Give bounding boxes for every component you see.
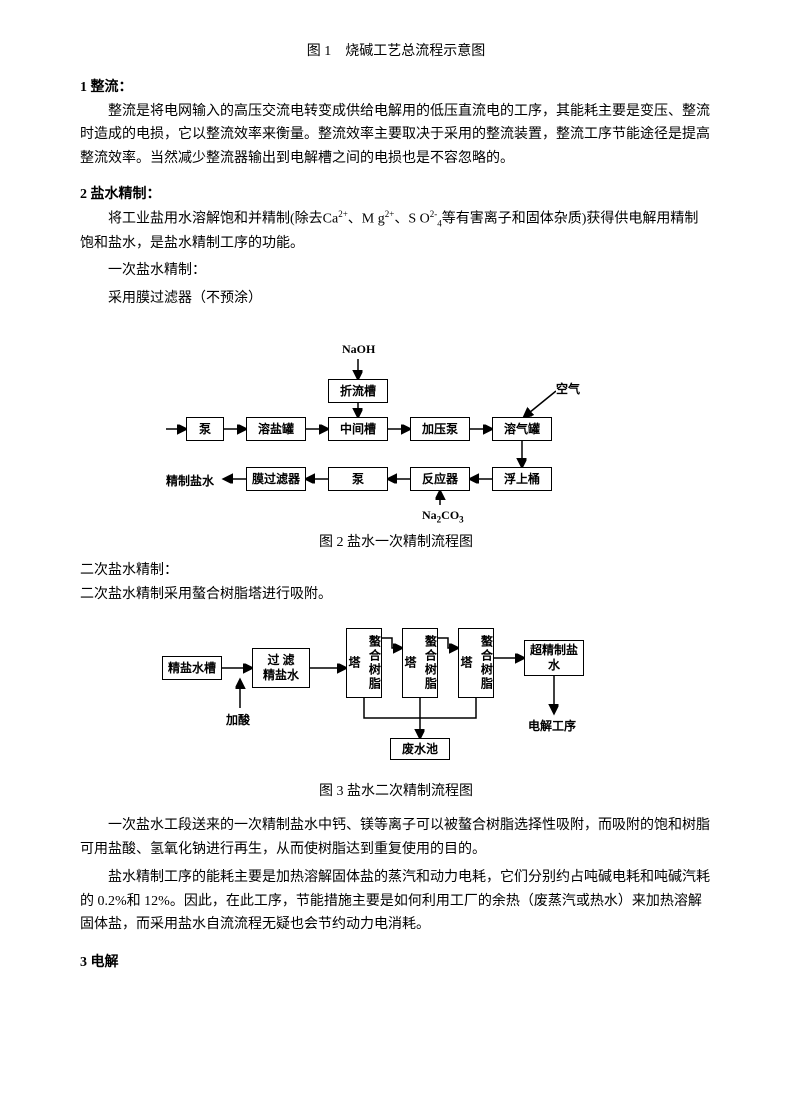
section2b-para2: 二次盐水精制采用螯合树脂塔进行吸附。	[80, 583, 712, 607]
figure3-flowchart: 精盐水槽 过 滤 精盐水 螯合树脂塔 螯合树脂塔 螯合树脂塔 超精制盐 水 废水…	[156, 618, 636, 768]
section2b-para1: 二次盐水精制：	[80, 559, 712, 583]
section2-para1: 将工业盐用水溶解饱和并精制(除去Ca2+、M g2+、S O2-4等有害离子和固…	[80, 207, 712, 256]
section1-title: 1 整流：	[80, 76, 712, 100]
fig3-node-guolv: 过 滤 精盐水	[252, 648, 310, 688]
section1-para: 整流是将电网输入的高压交流电转变成供给电解用的低压直流电的工序，其能耗主要是变压…	[80, 100, 712, 171]
figure2-flowchart: NaOH 折流槽 空气 泵 溶盐罐 中间槽 加压泵 溶气罐 精制盐水 膜过滤器 …	[166, 339, 626, 519]
section2-para3: 采用膜过滤器（不预涂）	[80, 287, 712, 311]
air-label: 空气	[556, 379, 580, 399]
acid-label: 加酸	[226, 710, 250, 730]
fig2-node-rongyanguan: 溶盐罐	[246, 417, 306, 441]
section3-title: 3 电解	[80, 951, 712, 975]
fig3-node-wastewater: 废水池	[390, 738, 450, 760]
fig2-node-rongqiguan: 溶气罐	[492, 417, 552, 441]
fig3-node-tower1: 螯合树脂塔	[346, 628, 382, 698]
fig2-node-moguolvqi: 膜过滤器	[246, 467, 306, 491]
fig3-node-tower2: 螯合树脂塔	[402, 628, 438, 698]
section2-title: 2 盐水精制：	[80, 183, 712, 207]
fig3-node-superrefined: 超精制盐 水	[524, 640, 584, 676]
section2-para2: 一次盐水精制：	[80, 259, 712, 283]
fig2-node-zhongjiancao: 中间槽	[328, 417, 388, 441]
fig2-node-zheliucao: 折流槽	[328, 379, 388, 403]
fig2-node-pump2: 泵	[328, 467, 388, 491]
section2c-para2: 盐水精制工序的能耗主要是加热溶解固体盐的蒸汽和动力电耗，它们分别约占吨碱电耗和吨…	[80, 866, 712, 937]
figure3-caption: 图 3 盐水二次精制流程图	[80, 780, 712, 804]
na2co3-label: Na2CO3	[422, 505, 464, 528]
section2c-para1: 一次盐水工段送来的一次精制盐水中钙、镁等离子可以被螯合树脂选择性吸附，而吸附的饱…	[80, 814, 712, 862]
fig2-node-fushangtong: 浮上桶	[492, 467, 552, 491]
naoh-label: NaOH	[342, 339, 375, 359]
fig3-node-tower3: 螯合树脂塔	[458, 628, 494, 698]
fig2-node-pump1: 泵	[186, 417, 224, 441]
refined-salt-label: 精制盐水	[166, 471, 214, 491]
electrolysis-label: 电解工序	[528, 716, 576, 736]
figure1-caption: 图 1 烧碱工艺总流程示意图	[80, 40, 712, 64]
fig2-node-jiayabeng: 加压泵	[410, 417, 470, 441]
fig2-node-fanyingqi: 反应器	[410, 467, 470, 491]
figure2-caption: 图 2 盐水一次精制流程图	[80, 531, 712, 555]
fig3-node-jingyanshuicao: 精盐水槽	[162, 656, 222, 680]
